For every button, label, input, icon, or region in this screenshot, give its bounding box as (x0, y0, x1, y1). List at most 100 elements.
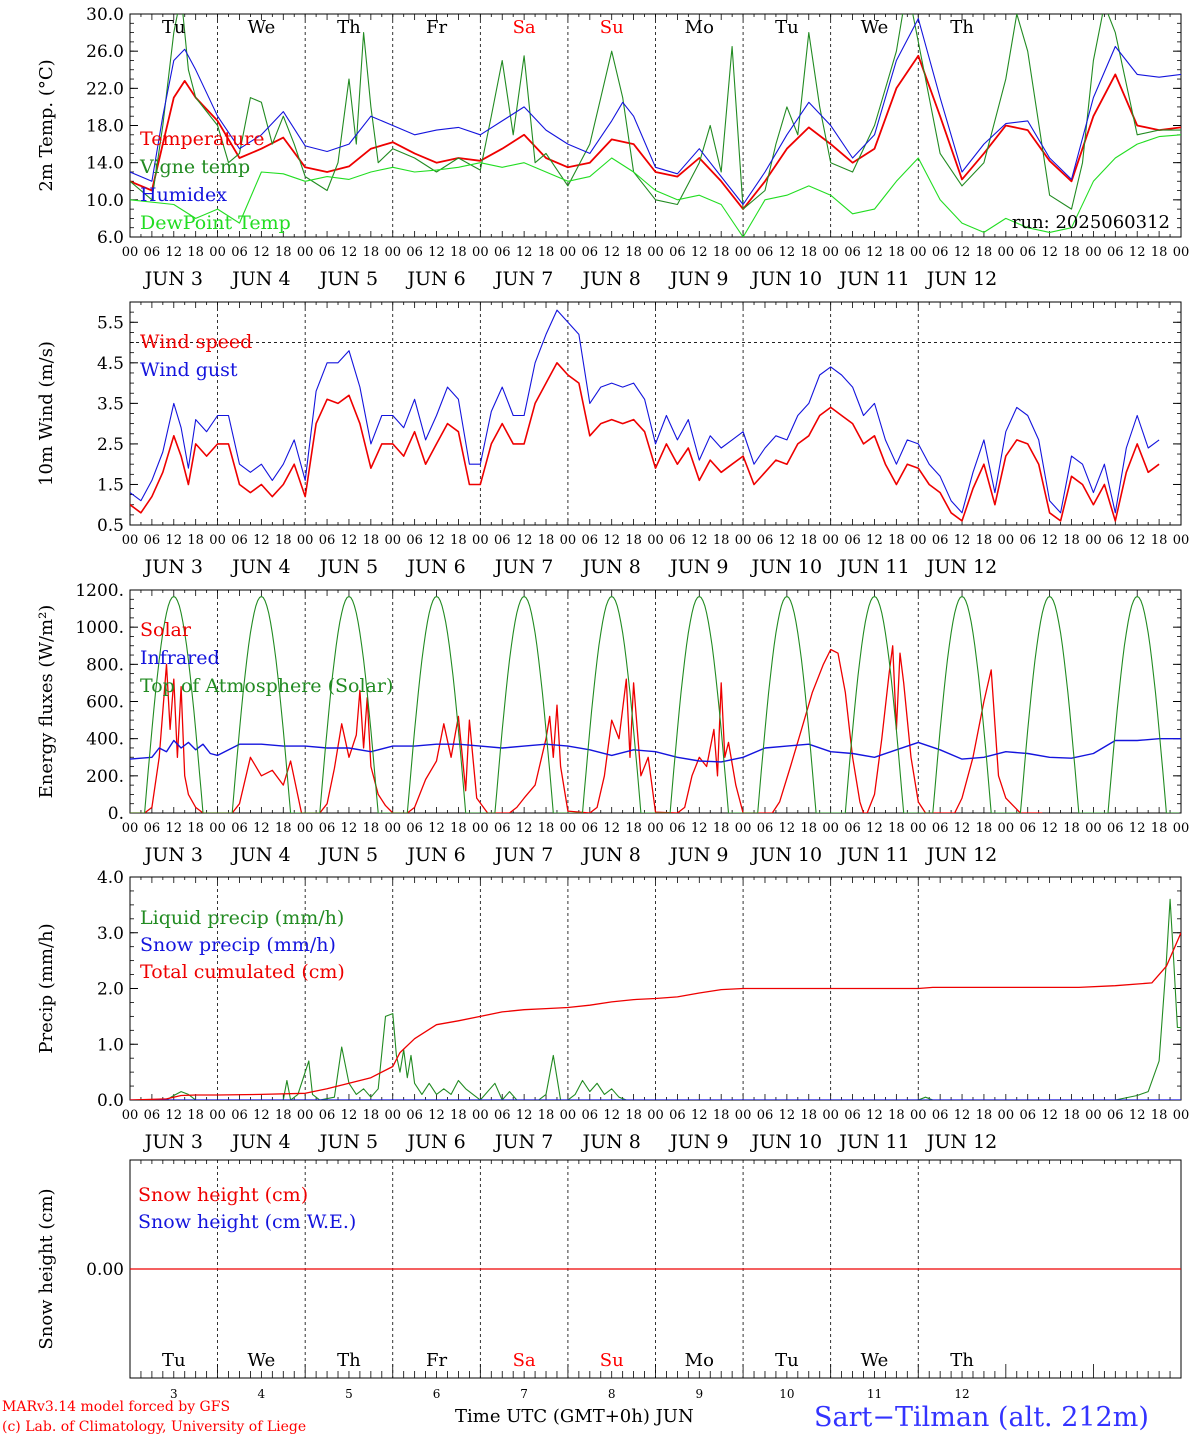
hour-tick-label: 12 (253, 533, 270, 548)
y-tick-label: 6.0 (97, 228, 124, 248)
hour-tick-label: 12 (866, 533, 883, 548)
y-tick-label: 0. (108, 804, 124, 824)
hour-tick-label: 18 (363, 245, 380, 260)
hour-tick-label: 18 (538, 1108, 555, 1123)
date-label: JUN 12 (925, 1131, 997, 1153)
hour-tick-label: 00 (822, 533, 839, 548)
hour-tick-label: 18 (888, 821, 905, 836)
hour-tick-label: 00 (209, 245, 226, 260)
date-label: JUN 7 (493, 268, 553, 290)
hour-tick-label: 12 (166, 245, 183, 260)
hour-tick-label: 00 (297, 533, 314, 548)
hour-tick-label: 00 (735, 821, 752, 836)
date-label: JUN 11 (837, 556, 909, 578)
y-tick-label: 200. (86, 767, 124, 787)
day-abbr: Th (950, 17, 974, 38)
y-tick-label: 4.5 (97, 354, 124, 374)
hour-tick-label: 06 (1107, 821, 1124, 836)
hour-tick-label: 06 (319, 533, 336, 548)
hour-tick-label: 00 (822, 1108, 839, 1123)
hour-tick-label: 06 (144, 821, 161, 836)
hour-tick-label: 00 (384, 245, 401, 260)
hour-tick-label: 18 (450, 821, 467, 836)
hour-tick-label: 06 (757, 245, 774, 260)
hour-tick-label: 18 (450, 1108, 467, 1123)
hour-tick-label: 18 (625, 533, 642, 548)
hour-tick-label: 12 (779, 1108, 796, 1123)
hour-tick-label: 18 (713, 245, 730, 260)
hour-tick-label: 06 (494, 821, 511, 836)
hour-tick-label: 12 (603, 1108, 620, 1123)
series-group (130, 898, 1181, 1100)
series-line-humidex (130, 18, 1181, 206)
day-abbr: Su (600, 17, 624, 38)
series-group (130, 14, 1181, 237)
y-axis-label: 2m Temp. (°C) (36, 59, 57, 191)
date-label: JUN 11 (837, 844, 909, 866)
hour-tick-label: 06 (319, 821, 336, 836)
hour-tick-label: 00 (1085, 1108, 1102, 1123)
hour-tick-label: 06 (757, 533, 774, 548)
hour-tick-label: 12 (1129, 245, 1146, 260)
hour-tick-label: 00 (998, 245, 1015, 260)
hour-tick-label: 12 (166, 1108, 183, 1123)
series-line-infrared (130, 738, 1181, 763)
y-tick-label: 2.5 (97, 435, 124, 455)
hour-tick-label: 06 (494, 1108, 511, 1123)
hour-tick-label: 18 (1151, 245, 1168, 260)
hour-tick-label: 18 (187, 245, 204, 260)
series-group (130, 595, 1181, 813)
date-label: JUN 10 (750, 844, 822, 866)
hour-tick-label: 00 (1085, 533, 1102, 548)
hour-tick-label: 12 (253, 821, 270, 836)
date-label: JUN 7 (493, 1131, 553, 1153)
day-abbr: Sa (513, 1350, 536, 1371)
hour-tick-label: 00 (647, 821, 664, 836)
panel-5: 0.00 Snow height (cm) Snow height (cm) Snow… (36, 1159, 1182, 1401)
hour-tick-label: 12 (779, 533, 796, 548)
hour-tick-label: 06 (669, 245, 686, 260)
hour-tick-label: 00 (209, 533, 226, 548)
model-credit: MARv3.14 model forced by GFS (2, 1399, 231, 1415)
hour-tick-label: 18 (1151, 821, 1168, 836)
date-label: JUN 6 (405, 268, 465, 290)
hour-tick-label: 00 (472, 245, 489, 260)
hour-tick-label: 12 (866, 821, 883, 836)
hour-tick-label: 06 (1019, 245, 1036, 260)
hour-tick-label: 00 (735, 1108, 752, 1123)
hour-tick-label: 06 (1107, 245, 1124, 260)
hour-tick-label: 00 (1085, 821, 1102, 836)
hour-tick-label: 00 (560, 821, 577, 836)
date-label: JUN 8 (581, 844, 641, 866)
hour-tick-label: 00 (822, 821, 839, 836)
hour-tick-label: 06 (582, 1108, 599, 1123)
hour-tick-label: 06 (406, 1108, 423, 1123)
date-label: JUN 4 (230, 556, 290, 578)
date-label: JUN 5 (318, 844, 378, 866)
y-tick-label: 2.0 (97, 980, 124, 1000)
hour-tick-label: 18 (800, 821, 817, 836)
y-tick-label: 22.0 (86, 79, 124, 99)
hour-tick-label: 12 (866, 1108, 883, 1123)
hour-tick-label: 00 (1085, 245, 1102, 260)
hour-tick-label: 00 (910, 1108, 927, 1123)
hour-tick-label: 18 (713, 533, 730, 548)
hour-tick-label: 18 (713, 1108, 730, 1123)
legend-entry: Total cumulated (cm) (140, 961, 345, 983)
y-tick-label: 3.0 (97, 924, 124, 944)
date-label: JUN 11 (837, 268, 909, 290)
hour-tick-label: 12 (779, 821, 796, 836)
legend-entry: Snow precip (mm/h) (140, 934, 336, 956)
date-label: JUN 4 (230, 844, 290, 866)
hour-tick-label: 18 (888, 1108, 905, 1123)
lab-credit: (c) Lab. of Climatology, University of L… (2, 1419, 307, 1435)
day-abbr: Mo (685, 1350, 714, 1371)
y-tick-label: 800. (86, 655, 124, 675)
hour-tick-label: 06 (844, 821, 861, 836)
hour-tick-label: 12 (253, 1108, 270, 1123)
hour-tick-label: 18 (625, 821, 642, 836)
y-tick-label: 1200. (75, 581, 124, 601)
hour-tick-label: 06 (844, 533, 861, 548)
date-label: JUN 6 (405, 556, 465, 578)
hour-tick-label: 12 (779, 245, 796, 260)
